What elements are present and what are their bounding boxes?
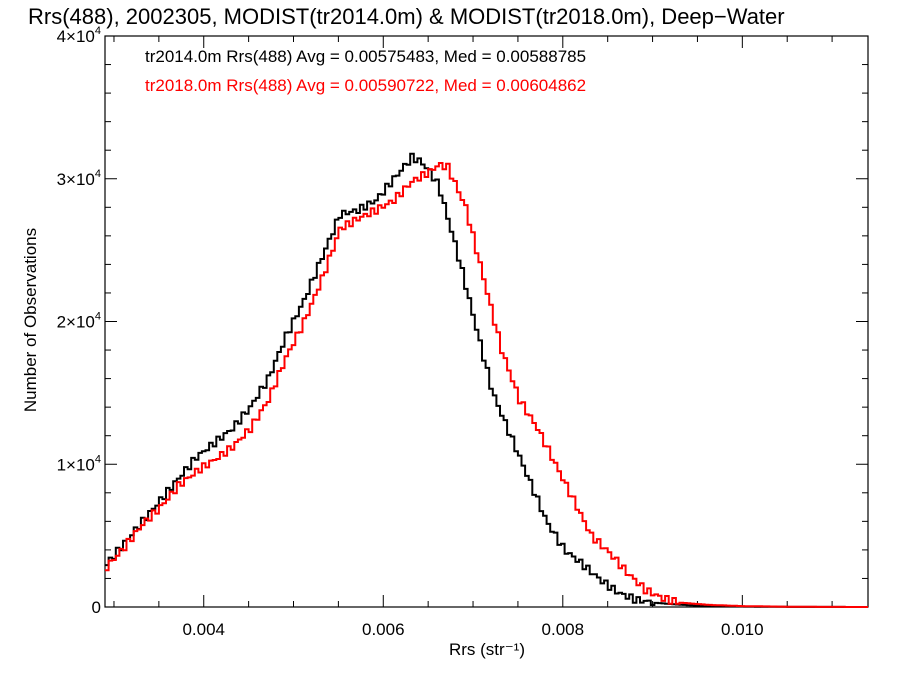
x-tick-label: 0.006 — [362, 620, 405, 639]
chart-title: Rrs(488), 2002305, MODIST(tr2014.0m) & M… — [28, 4, 785, 29]
series-layer — [105, 152, 868, 608]
x-axis-label: Rrs (str⁻¹) — [449, 640, 525, 659]
series-line-2 — [105, 162, 868, 608]
x-tick-label: 0.004 — [182, 620, 225, 639]
y-axis-ticks: 0 1×104 2×104 3×104 4×104 — [57, 25, 868, 617]
x-tick-label: 0.008 — [542, 620, 585, 639]
y-tick-label: 1×104 — [57, 453, 101, 474]
y-tick-label: 0 — [92, 598, 101, 617]
series-line-1 — [105, 152, 868, 608]
y-tick-label: 3×104 — [57, 168, 101, 189]
legend-entry-2: tr2018.0m Rrs(488) Avg = 0.00590722, Med… — [145, 76, 586, 95]
y-axis-label: Number of Observations — [21, 228, 40, 412]
x-axis-ticks: 0.004 0.006 0.008 0.010 — [113, 36, 833, 639]
legend-entry-1: tr2014.0m Rrs(488) Avg = 0.00575483, Med… — [145, 47, 586, 66]
x-tick-label: 0.010 — [721, 620, 764, 639]
y-tick-label: 4×104 — [57, 25, 101, 46]
y-tick-label: 2×104 — [57, 311, 101, 332]
legend: tr2014.0m Rrs(488) Avg = 0.00575483, Med… — [145, 47, 586, 95]
